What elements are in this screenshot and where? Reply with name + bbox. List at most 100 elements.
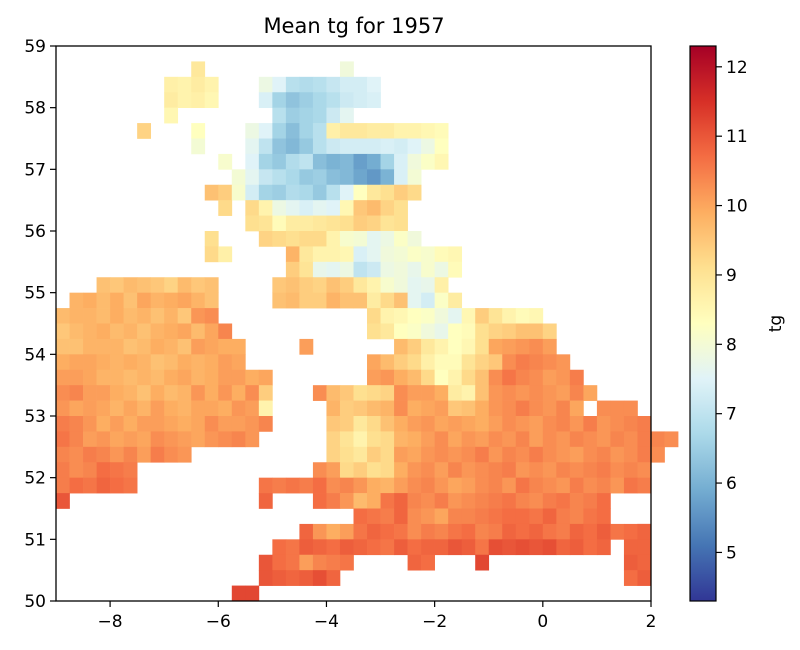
heatmap-cell [380,277,395,294]
heatmap-cell [96,477,111,494]
heatmap-cell [326,539,341,556]
heatmap-cell [421,385,435,401]
heatmap-cell [556,385,571,401]
heatmap-cell [380,431,395,448]
heatmap-cell [326,246,341,263]
heatmap-cell [569,369,584,386]
heatmap-cell [475,369,490,386]
heatmap-cell [448,446,463,463]
heatmap-cell [407,123,422,139]
colorbar-gradient [689,45,717,602]
heatmap-cell [515,462,530,479]
heatmap-cell [299,570,314,586]
y-tick-label: 54 [24,345,46,365]
heatmap-cell [69,308,84,324]
heatmap-cell [177,354,192,371]
heatmap-cell [299,231,314,247]
heatmap-cell [515,385,530,401]
heatmap-cell [556,462,571,479]
heatmap-cell [529,462,544,479]
heatmap-cell [96,354,111,371]
heatmap-cell [434,400,449,417]
heatmap-cell [596,508,611,525]
heatmap-cell [69,416,84,432]
heatmap-cell [69,369,84,386]
heatmap-cell [407,169,422,186]
heatmap-cell [434,493,449,509]
heatmap-cell [110,354,124,371]
heatmap-cell [339,169,354,186]
heatmap-cell [583,446,598,463]
heatmap-cell [434,446,449,463]
heatmap-cell [204,76,219,93]
heatmap-cell [475,462,490,479]
heatmap-cell [353,184,368,201]
heatmap-cell [299,292,314,309]
heatmap-cell [150,446,165,463]
heatmap-cell [434,523,449,540]
heatmap-cell [448,462,463,479]
heatmap-cell [353,385,368,401]
heatmap-cell [285,215,300,232]
heatmap-cell [164,92,179,109]
heatmap-cell [367,354,381,371]
heatmap-cell [110,338,124,355]
heatmap-cell [394,323,408,340]
heatmap-cell [339,200,354,216]
heatmap-cell [380,539,395,556]
heatmap-cell [596,539,611,556]
heatmap-cell [596,446,611,463]
heatmap-cell [529,369,544,386]
heatmap-cell [610,523,625,540]
heatmap-cell [299,107,314,124]
heatmap-cell [583,539,598,556]
heatmap-cell [407,539,422,556]
heatmap-cell [556,446,571,463]
heatmap-cell [285,570,300,586]
heatmap-cell [326,138,341,155]
heatmap-cell [461,523,476,540]
heatmap-cell [434,462,449,479]
heatmap-cell [421,477,435,494]
heatmap-cell [637,462,652,479]
heatmap-cell [312,184,327,201]
heatmap-cell [96,338,111,355]
heatmap-cell [556,416,571,432]
heatmap-cell [245,169,260,186]
heatmap-cell [96,462,111,479]
heatmap-cell [69,400,84,417]
heatmap-cell [285,261,300,278]
heatmap-cell [394,400,408,417]
heatmap-cell [461,493,476,509]
heatmap-cell [123,446,138,463]
heatmap-cell [110,431,124,448]
heatmap-cell [83,431,97,448]
heatmap-cell [637,416,652,432]
heatmap-cell [515,400,530,417]
heatmap-cell [637,570,652,586]
heatmap-cell [610,431,625,448]
heatmap-cell [529,308,544,324]
heatmap-cell [394,385,408,401]
heatmap-cell [285,200,300,216]
heatmap-cell [218,385,233,401]
heatmap-cell [258,138,273,155]
heatmap-cell [610,477,625,494]
heatmap-cell [502,523,517,540]
heatmap-cell [258,400,273,417]
heatmap-cell [502,431,517,448]
heatmap-cell [380,261,395,278]
heatmap-cell [556,493,571,509]
heatmap-cell [137,123,152,139]
heatmap-cell [191,308,206,324]
heatmap-cell [407,323,422,340]
heatmap-cell [394,431,408,448]
heatmap-cell [394,231,408,247]
heatmap-cell [515,308,530,324]
heatmap-cell [569,539,584,556]
heatmap-cell [421,123,435,139]
heatmap-cell [110,292,124,309]
heatmap-cell [299,200,314,216]
heatmap-cell [150,292,165,309]
heatmap-cell [461,385,476,401]
